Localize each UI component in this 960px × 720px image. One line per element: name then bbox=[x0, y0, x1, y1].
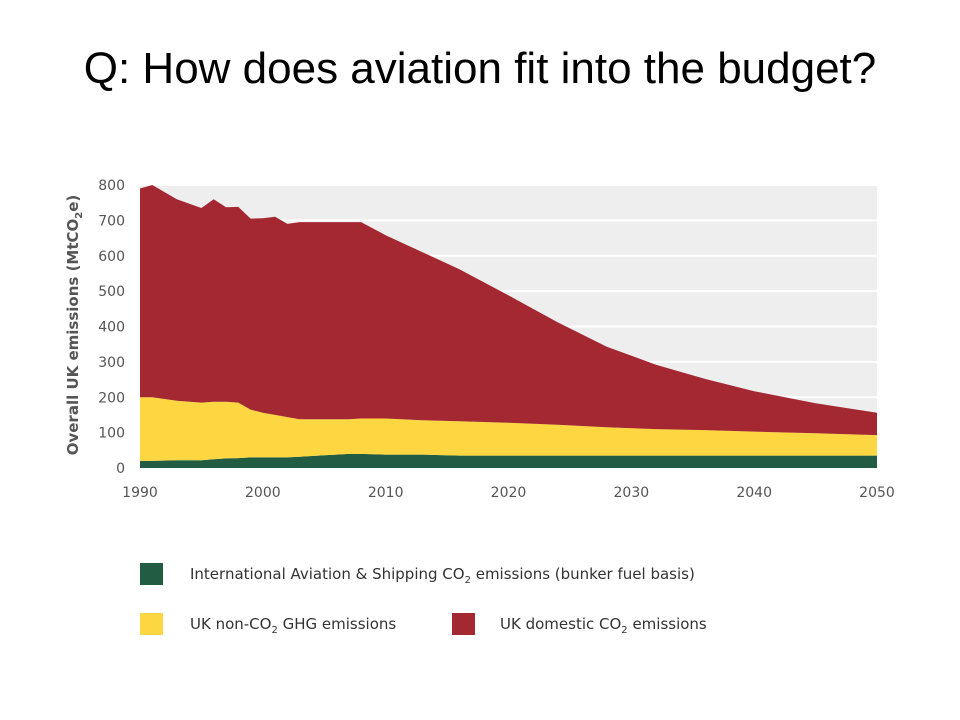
y-tick-label: 100 bbox=[98, 426, 125, 442]
legend-swatch bbox=[452, 613, 475, 635]
area-series bbox=[140, 185, 877, 468]
x-tick-label: 2000 bbox=[245, 485, 281, 501]
x-tick-label: 2040 bbox=[736, 485, 772, 501]
legend: International Aviation & Shipping CO2 em… bbox=[140, 563, 707, 636]
y-tick-label: 300 bbox=[98, 355, 125, 371]
y-tick-label: 700 bbox=[98, 213, 125, 229]
legend-label: International Aviation & Shipping CO2 em… bbox=[190, 565, 695, 586]
slide-title: Q: How does aviation fit into the budget… bbox=[83, 44, 877, 93]
x-axis-ticks: 1990 2000 2010 2020 2030 2040 2050 bbox=[122, 485, 895, 501]
y-tick-label: 600 bbox=[98, 249, 125, 265]
y-tick-label: 200 bbox=[98, 390, 125, 406]
y-tick-label: 500 bbox=[98, 284, 125, 300]
y-tick-label: 0 bbox=[116, 461, 125, 477]
y-tick-label: 800 bbox=[98, 178, 125, 194]
area-series-0 bbox=[140, 453, 877, 468]
area-series-1 bbox=[140, 397, 877, 461]
y-tick-label: 400 bbox=[98, 320, 125, 336]
x-tick-label: 2030 bbox=[614, 485, 650, 501]
x-tick-label: 1990 bbox=[122, 485, 158, 501]
legend-swatch bbox=[140, 613, 163, 635]
legend-swatch bbox=[140, 563, 163, 585]
legend-label: UK non-CO2 GHG emissions bbox=[190, 615, 396, 636]
y-axis-label: Overall UK emissions (MtCO2e) bbox=[64, 195, 85, 456]
x-tick-label: 2050 bbox=[859, 485, 895, 501]
legend-label: UK domestic CO2 emissions bbox=[500, 615, 707, 636]
x-tick-label: 2010 bbox=[368, 485, 404, 501]
area-series-2 bbox=[140, 185, 877, 436]
x-tick-label: 2020 bbox=[491, 485, 527, 501]
y-axis-ticks: 0 100 200 300 400 500 600 700 800 bbox=[98, 178, 125, 477]
